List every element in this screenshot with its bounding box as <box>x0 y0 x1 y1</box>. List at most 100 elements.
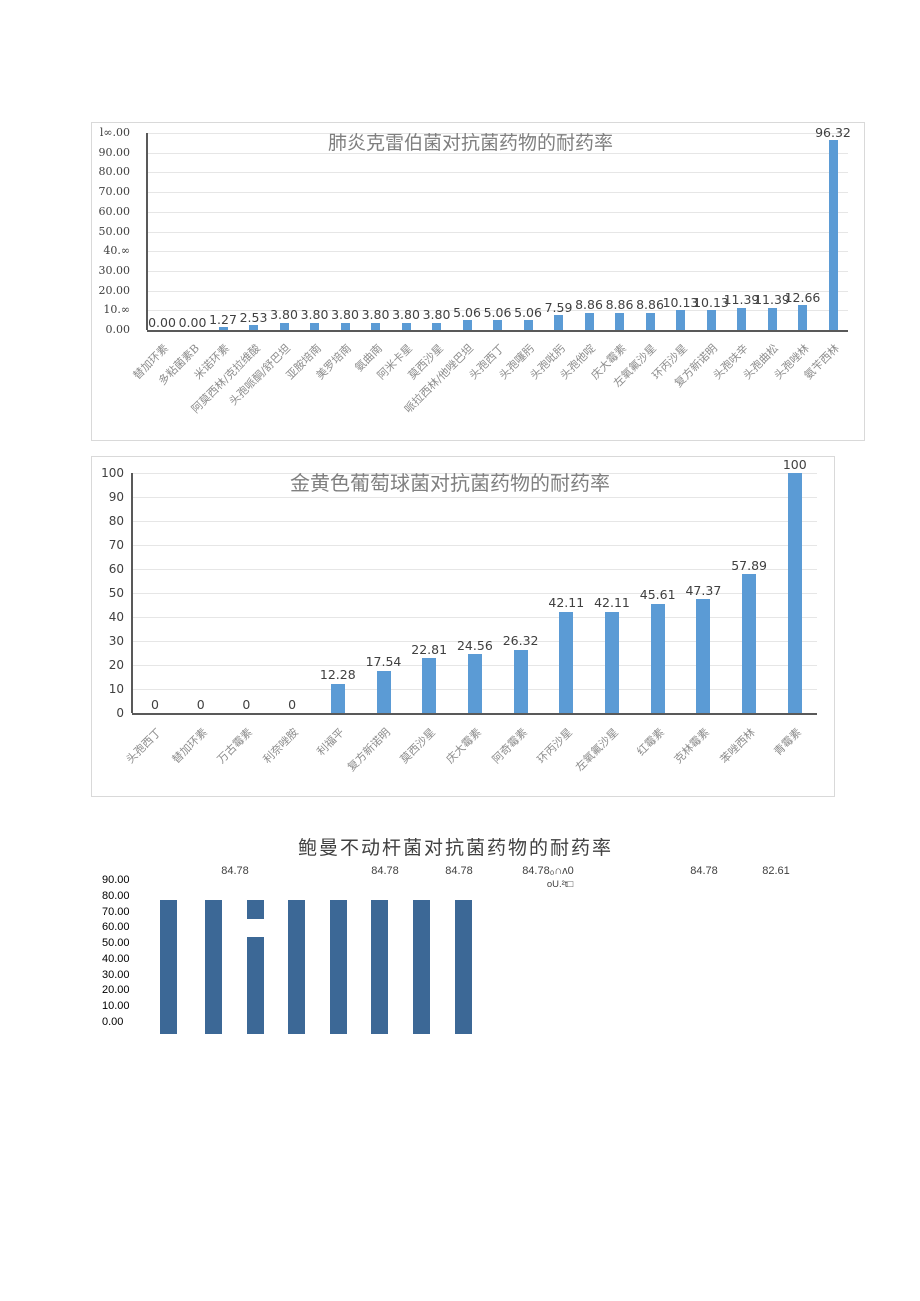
data-label: 0.00 <box>148 314 176 330</box>
bar <box>559 611 574 713</box>
y-tick-label: 10.00 <box>102 1000 130 1013</box>
data-label: 11.39 <box>754 292 790 308</box>
bar <box>742 574 757 713</box>
chart-title: 鲍曼不动杆菌对抗菌药物的耐药率 <box>298 837 614 859</box>
bar <box>467 654 482 713</box>
gridline <box>132 497 817 498</box>
data-label: 45.61 <box>639 587 676 603</box>
data-label: 5.06 <box>514 304 542 320</box>
bar <box>401 322 411 330</box>
y-tick-label: 70.00 <box>98 185 131 199</box>
bar <box>676 310 685 330</box>
y-tick-label: 10 <box>108 682 124 696</box>
bar <box>279 322 289 330</box>
y-tick-label: 50.00 <box>98 224 131 238</box>
data-label: 17.54 <box>365 654 402 670</box>
data-label: 10.13 <box>693 294 729 310</box>
data-label: 22.81 <box>411 641 448 657</box>
bar <box>767 307 777 330</box>
bar <box>370 900 388 1034</box>
data-label: 3.80 <box>392 307 420 322</box>
gridline <box>147 211 848 213</box>
data-label: 0 <box>288 696 297 712</box>
gridline <box>147 231 848 233</box>
gridline <box>147 251 848 253</box>
data-label: 7.59 <box>544 299 573 315</box>
y-tick-label: 30.00 <box>98 263 131 277</box>
bar <box>218 327 228 330</box>
data-label: 0.00 <box>178 314 207 330</box>
bar <box>513 649 528 713</box>
data-label: 12.66 <box>784 289 821 305</box>
bar <box>287 900 305 1034</box>
bar <box>371 322 380 330</box>
bar <box>249 325 258 330</box>
data-label: 1.27 <box>209 311 237 327</box>
data-label: 84.78 <box>445 865 473 877</box>
data-label: 0 <box>242 696 251 712</box>
data-label: 24.56 <box>456 637 493 653</box>
data-label: 82.61 <box>762 865 790 877</box>
gridline <box>132 641 817 642</box>
bar <box>696 599 711 713</box>
gridline <box>132 593 817 594</box>
data-label: 0 <box>196 696 205 712</box>
gridline <box>132 569 817 570</box>
y-tick-label: 10.∞ <box>103 303 130 317</box>
data-label: 84.78₀∩ʌ0 <box>522 865 574 877</box>
bar <box>706 310 716 330</box>
data-label: 84.78 <box>371 865 399 877</box>
y-tick-label: 80.00 <box>98 165 131 179</box>
data-label: 3.80 <box>331 307 359 322</box>
data-label: 96.32 <box>815 124 851 140</box>
chart-title: 金黄色葡萄球菌对抗菌药物的耐药率 <box>290 471 610 495</box>
data-label: 8.86 <box>605 297 634 313</box>
y-axis-line <box>146 133 148 330</box>
y-tick-label: 100 <box>101 466 124 480</box>
gridline <box>147 152 848 154</box>
bar <box>422 658 437 713</box>
data-label: 0 <box>151 696 159 712</box>
bar <box>204 900 222 1034</box>
gridline <box>147 133 848 134</box>
bar <box>650 603 665 713</box>
y-tick-label: 30 <box>108 634 124 648</box>
y-tick-label: 50.00 <box>102 937 130 950</box>
gridline <box>132 545 817 546</box>
data-label: 3.80 <box>300 307 329 322</box>
bar <box>584 312 594 330</box>
bar-gap <box>245 919 265 937</box>
y-tick-label: 80.00 <box>102 889 130 902</box>
bar <box>412 900 430 1034</box>
bar <box>329 900 347 1034</box>
y-tick-label: 40 <box>108 610 124 624</box>
gridline <box>147 290 848 292</box>
y-tick-label: l∞.00 <box>99 126 130 139</box>
bar <box>737 307 746 330</box>
gridline <box>147 310 848 312</box>
data-label: 42.11 <box>548 595 585 611</box>
bar <box>340 322 350 330</box>
data-label: 100 <box>782 456 807 472</box>
bar <box>159 900 177 1034</box>
y-tick-label: 0.00 <box>102 1016 124 1028</box>
y-tick-label: 60.00 <box>102 921 130 934</box>
y-tick-label: 0 <box>116 706 124 720</box>
gridline <box>147 192 848 194</box>
data-label: 3.80 <box>361 307 390 322</box>
gridline <box>147 172 848 174</box>
data-label: 84.78 <box>690 865 718 877</box>
bar <box>330 683 345 713</box>
y-tick-label: 40.00 <box>102 952 130 965</box>
bar <box>787 473 802 713</box>
bar <box>615 312 624 330</box>
gridline <box>147 270 848 272</box>
x-axis-line <box>132 713 817 715</box>
y-axis-line <box>131 473 133 713</box>
y-tick-label: 90.00 <box>98 145 131 159</box>
bar <box>493 320 502 330</box>
gridline <box>132 521 817 522</box>
x-axis-line <box>147 330 848 332</box>
garbled-label: oU.²t□ <box>546 879 574 890</box>
gridline <box>132 473 817 474</box>
